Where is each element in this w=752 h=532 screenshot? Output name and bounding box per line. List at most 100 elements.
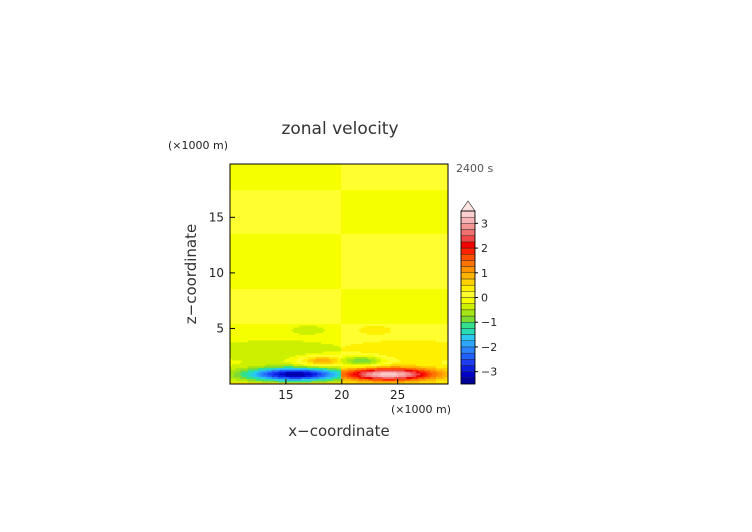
heatmap-cell	[372, 338, 376, 341]
heatmap-cell	[315, 319, 318, 323]
heatmap-cell	[446, 345, 448, 348]
heatmap-cell	[390, 345, 393, 348]
heatmap-cell	[233, 345, 237, 348]
heatmap-cell	[293, 351, 296, 354]
heatmap-cell	[311, 310, 314, 313]
heatmap-cell	[394, 332, 397, 335]
heatmap-cell	[370, 316, 374, 319]
heatmap-cell	[275, 330, 278, 334]
heatmap-cell	[342, 354, 346, 357]
heatmap-cell	[394, 314, 397, 317]
heatmap-cell	[434, 318, 437, 321]
heatmap-cell	[291, 325, 294, 328]
heatmap-cell	[265, 351, 269, 354]
heatmap-cell	[317, 329, 320, 332]
heatmap-cell	[237, 321, 241, 324]
heatmap-cell	[257, 336, 261, 339]
heatmap-cell	[251, 329, 255, 332]
heatmap-cell	[233, 369, 237, 372]
heatmap-cell	[408, 318, 411, 321]
heatmap-cell	[333, 378, 336, 381]
heatmap-cell	[309, 312, 312, 315]
heatmap-cell	[303, 347, 306, 350]
heatmap-cell	[410, 362, 413, 365]
heatmap-cell	[315, 332, 318, 335]
heatmap-cell	[356, 376, 360, 379]
heatmap-cell	[346, 347, 350, 350]
heatmap-cell	[374, 343, 378, 346]
heatmap-cell	[335, 373, 338, 376]
heatmap-cell	[241, 351, 245, 354]
heatmap-cell	[259, 371, 263, 374]
heatmap-cell	[378, 329, 382, 332]
heatmap-cell	[305, 338, 308, 341]
heatmap-cell	[376, 327, 380, 330]
heatmap-cell	[354, 374, 358, 378]
heatmap-cell	[398, 343, 401, 346]
heatmap-cell	[309, 329, 312, 332]
heatmap-cell	[307, 341, 310, 345]
heatmap-cell	[406, 343, 409, 346]
heatmap-cell	[426, 345, 429, 348]
heatmap-cell	[269, 329, 273, 332]
heatmap-cell	[230, 319, 233, 323]
heatmap-cell	[325, 347, 328, 350]
heatmap-cell	[233, 332, 237, 335]
heatmap-cell	[235, 310, 239, 313]
heatmap-cell	[259, 318, 263, 321]
heatmap-cell	[380, 365, 383, 368]
heatmap-cell	[233, 323, 237, 326]
heatmap-cell	[346, 321, 350, 324]
heatmap-cell	[251, 360, 255, 363]
heatmap-cell	[337, 347, 340, 350]
heatmap-cell	[416, 374, 419, 378]
heatmap-cell	[230, 363, 233, 367]
heatmap-cell	[261, 334, 265, 337]
heatmap-cell	[329, 349, 332, 352]
heatmap-cell	[446, 374, 448, 378]
heatmap-cell	[271, 321, 274, 324]
heatmap-cell	[301, 343, 304, 346]
heatmap-cell	[398, 319, 401, 323]
heatmap-cell	[352, 347, 356, 350]
heatmap-cell	[327, 378, 330, 381]
heatmap-cell	[376, 352, 380, 356]
heatmap-cell	[241, 338, 245, 341]
heatmap-cell	[396, 327, 399, 330]
heatmap-cell	[285, 356, 288, 359]
heatmap-cell	[231, 325, 235, 328]
heatmap-cell	[376, 349, 380, 352]
heatmap-cell	[339, 345, 342, 348]
heatmap-cell	[436, 374, 439, 378]
heatmap-cell	[311, 365, 314, 368]
heatmap-cell	[279, 347, 282, 350]
heatmap-cell	[342, 380, 346, 383]
heatmap-cell	[416, 356, 419, 359]
heatmap-cell	[424, 373, 427, 376]
heatmap-cell	[285, 341, 288, 345]
heatmap-cell	[402, 329, 405, 332]
heatmap-cell	[253, 374, 257, 378]
heatmap-cell	[374, 358, 378, 361]
heatmap-cell	[346, 352, 350, 356]
heatmap-cell	[410, 374, 413, 378]
heatmap-cell	[245, 330, 249, 334]
heatmap-cell	[319, 318, 322, 321]
heatmap-cell	[335, 378, 338, 381]
heatmap-cell	[400, 380, 403, 383]
heatmap-cell	[400, 347, 403, 350]
heatmap-cell	[255, 356, 259, 359]
heatmap-cell	[245, 374, 249, 378]
heatmap-cell	[230, 369, 233, 372]
heatmap-cell	[301, 325, 304, 328]
heatmap-cell	[331, 329, 334, 332]
heatmap-cell	[410, 312, 413, 315]
heatmap-cell	[273, 380, 276, 383]
heatmap-cell	[243, 352, 247, 356]
heatmap-cell	[380, 336, 383, 339]
heatmap-cell	[438, 334, 441, 337]
heatmap-cell	[418, 374, 421, 378]
heatmap-cell	[249, 310, 253, 313]
heatmap-cell	[285, 318, 288, 321]
heatmap-cell	[384, 352, 387, 356]
